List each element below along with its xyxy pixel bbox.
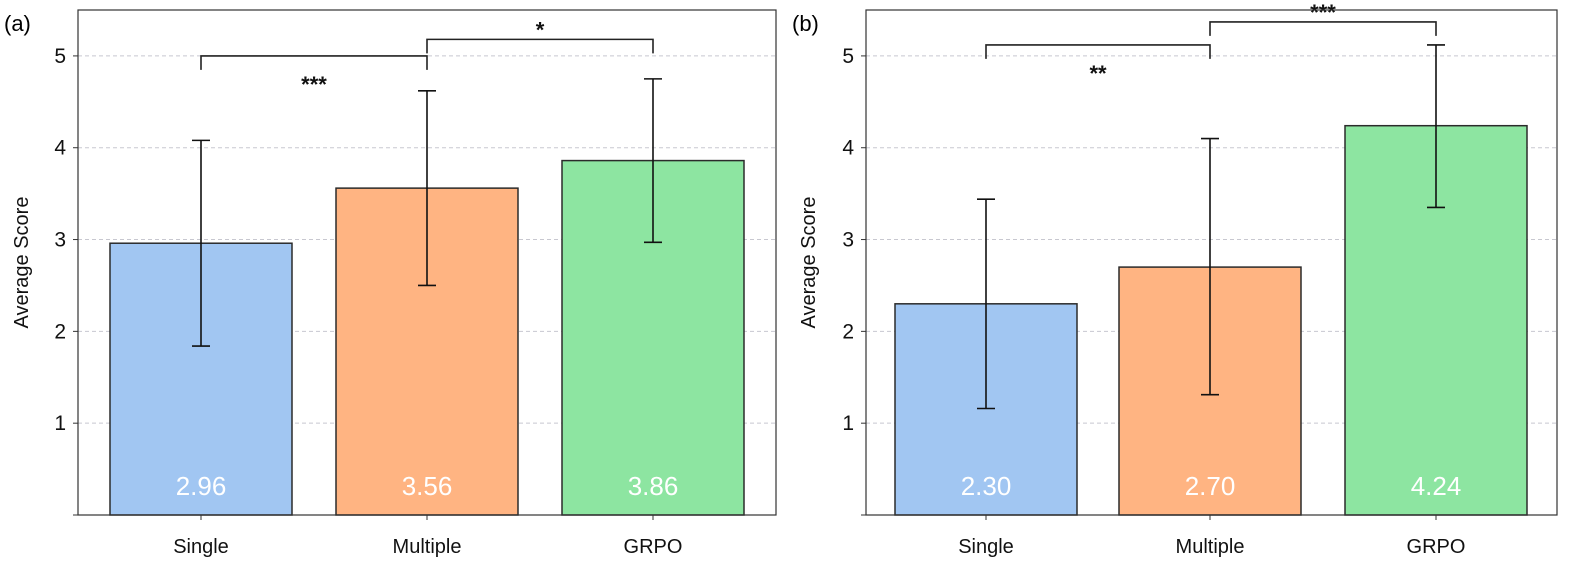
significance-label: *** — [1310, 0, 1336, 25]
value-label: 3.56 — [402, 471, 453, 501]
panel-label: (a) — [4, 11, 31, 36]
y-tick-label: 5 — [842, 45, 854, 68]
panel-label: (b) — [792, 11, 819, 36]
value-label: 2.70 — [1185, 471, 1236, 501]
y-axis-title: Average Score — [798, 197, 820, 329]
significance-bracket — [426, 38, 654, 54]
y-tick-label: 3 — [842, 229, 854, 252]
value-label: 4.24 — [1411, 471, 1462, 501]
significance-bracket — [200, 55, 428, 70]
significance-label: *** — [301, 72, 327, 97]
significance-label: * — [536, 17, 545, 42]
chart-panel-b: (b) 1 2 3 4 5 Average Score 2.30 Single 2.70 Multi… — [792, 0, 1558, 558]
y-tick-label: 4 — [842, 137, 854, 160]
y-tick-label: 4 — [54, 137, 66, 160]
y-tick-label: 5 — [54, 45, 66, 68]
y-tick-label: 2 — [842, 320, 854, 343]
value-label: 3.86 — [628, 471, 679, 501]
significance-bracket — [985, 44, 1211, 59]
x-tick-label: Single — [958, 536, 1014, 558]
x-tick-label: GRPO — [624, 536, 683, 558]
chart-panel-a: (a) 1 2 3 4 5 Average Score 2.96 Single 3.56 Multi… — [4, 9, 777, 558]
x-tick-label: Multiple — [1176, 536, 1245, 558]
y-tick-label: 3 — [54, 229, 66, 252]
x-tick-label: Single — [173, 536, 229, 558]
y-axis-title: Average Score — [11, 197, 33, 329]
y-tick-label: 1 — [842, 412, 854, 435]
x-tick-label: Multiple — [393, 536, 462, 558]
plot-frame — [865, 9, 1558, 516]
significance-bracket — [1209, 21, 1437, 36]
plot-frame — [77, 9, 777, 516]
value-label: 2.96 — [176, 471, 227, 501]
y-tick-label: 1 — [54, 412, 66, 435]
value-label: 2.30 — [961, 471, 1012, 501]
y-tick-label: 2 — [54, 320, 66, 343]
significance-label: ** — [1089, 61, 1107, 86]
x-tick-label: GRPO — [1407, 536, 1466, 558]
